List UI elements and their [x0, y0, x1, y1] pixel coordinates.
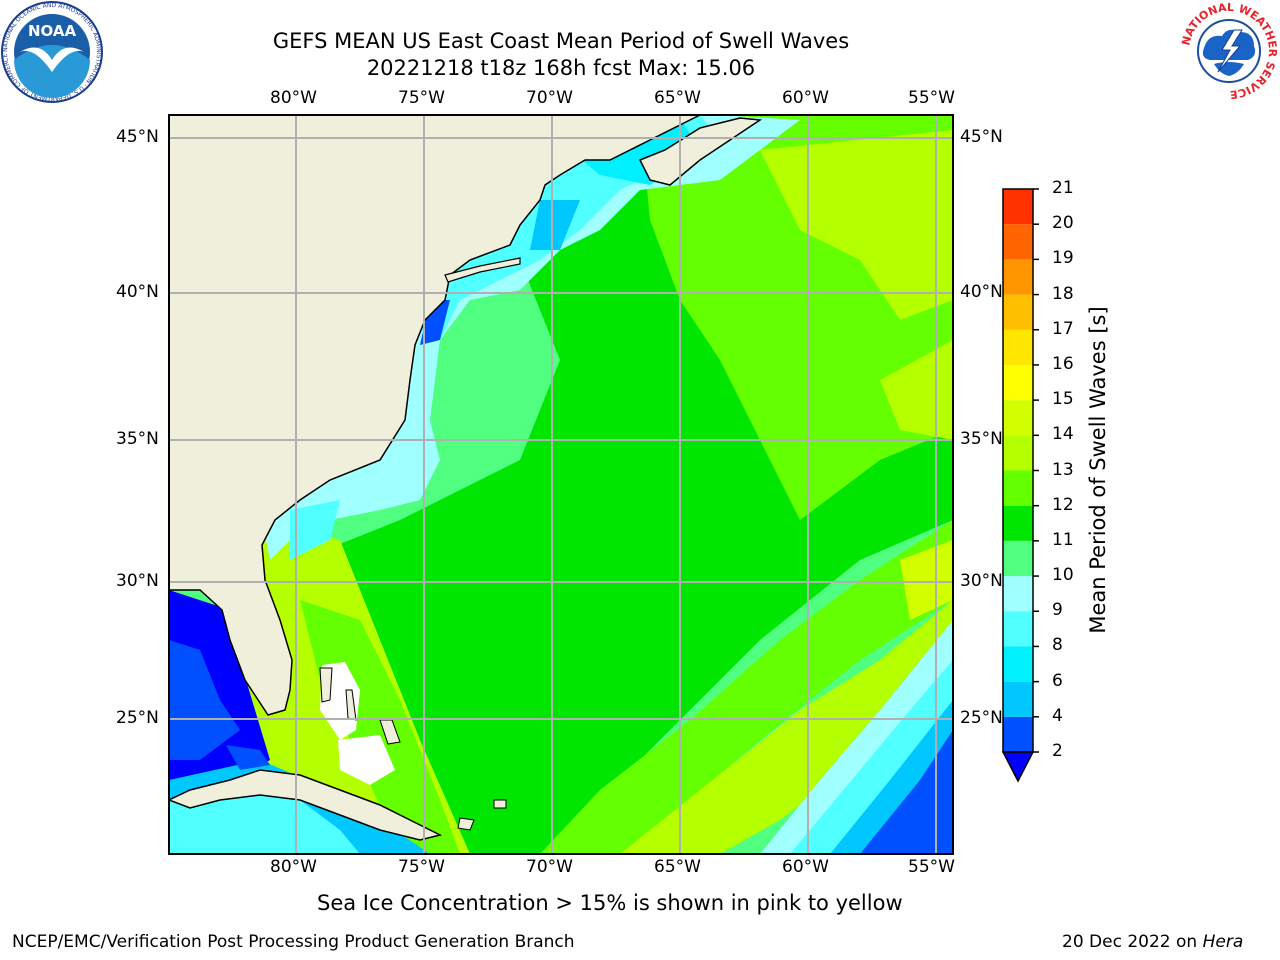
lat-label-left: 30°N	[116, 571, 159, 591]
lon-label-top: 75°W	[398, 88, 445, 108]
lon-label-top: 65°W	[654, 88, 701, 108]
lon-label-bottom: 55°W	[908, 857, 955, 877]
lat-label-right: 30°N	[960, 571, 1003, 591]
land-north-america	[169, 115, 701, 716]
lon-label-top: 80°W	[270, 88, 317, 108]
colorbar-segment	[1003, 646, 1033, 682]
colorbar-segment	[1003, 611, 1033, 647]
colorbar-tick-label: 15	[1052, 389, 1074, 410]
lat-label-right: 35°N	[960, 429, 1003, 449]
colorbar-segment	[1003, 364, 1033, 401]
colorbar-tick-label: 11	[1052, 529, 1074, 550]
colorbar-tick-label: 14	[1052, 424, 1074, 445]
colorbar-tick-label: 9	[1052, 600, 1063, 621]
colorbar-tick-label: 2	[1052, 741, 1063, 761]
lon-label-bottom: 65°W	[654, 857, 701, 877]
chart-subtitle: 20221218 t18z 168h fcst Max: 15.06	[366, 56, 756, 80]
colorbar-segment	[1003, 435, 1033, 471]
colorbar-tick-label: 19	[1052, 248, 1074, 269]
colorbar-tick-label: 21	[1052, 178, 1074, 198]
colorbar-segment	[1003, 400, 1033, 436]
colorbar-tick-label: 18	[1052, 283, 1074, 304]
colorbar-tick-label: 13	[1052, 459, 1074, 480]
lon-label-bottom: 75°W	[398, 857, 445, 877]
colorbar-tick-label: 12	[1052, 494, 1074, 515]
run-date-text: 20 Dec 2022 on	[1062, 932, 1203, 952]
lon-label-bottom: 60°W	[782, 857, 829, 877]
lat-label-right: 45°N	[960, 127, 1003, 147]
colorbar-tick-label: 10	[1052, 565, 1074, 586]
colorbar-segment	[1003, 681, 1033, 717]
lon-label-top: 70°W	[526, 88, 573, 108]
producer-credit: NCEP/EMC/Verification Post Processing Pr…	[12, 932, 575, 952]
graticule	[169, 115, 953, 854]
colorbar-segment	[1003, 470, 1033, 506]
lat-label-right: 25°N	[960, 708, 1003, 728]
machine-name: Hera	[1202, 932, 1244, 952]
colorbar-under-triangle	[1001, 751, 1035, 783]
run-date: 20 Dec 2022 on Hera	[1062, 932, 1243, 952]
lat-label-left: 25°N	[116, 708, 159, 728]
colorbar-segment	[1003, 716, 1033, 752]
colorbar-segment	[1003, 224, 1033, 260]
lat-label-right: 40°N	[960, 282, 1003, 302]
nws-logo: NATIONAL WEATHER SERVICE	[1179, 1, 1279, 101]
svg-text:NOAA: NOAA	[28, 22, 77, 40]
lat-label-left: 45°N	[116, 127, 159, 147]
colorbar-tick-label: 6	[1052, 670, 1063, 691]
colorbar-segment	[1003, 329, 1033, 365]
colorbar-segment	[1003, 505, 1033, 541]
colorbar-label: Mean Period of Swell Waves [s]	[1086, 306, 1110, 634]
colorbar-segment	[1003, 189, 1033, 225]
colorbar-tick-label: 16	[1052, 353, 1074, 374]
colorbar-segment	[1003, 540, 1033, 577]
lon-label-bottom: 80°W	[270, 857, 317, 877]
land-cuba	[169, 769, 443, 841]
colorbar-tick-label: 20	[1052, 213, 1074, 234]
sea-ice-note: Sea Ice Concentration > 15% is shown in …	[317, 891, 903, 915]
lat-label-left: 35°N	[116, 429, 159, 449]
lon-label-top: 60°W	[782, 88, 829, 108]
colorbar-tick-label: 4	[1052, 705, 1063, 726]
noaa-logo: NATIONAL OCEANIC AND ATMOSPHERIC ADMINIS…	[1, 1, 103, 103]
lon-label-bottom: 70°W	[526, 857, 573, 877]
map-frame	[168, 114, 954, 855]
colorbar-tick-label: 8	[1052, 635, 1063, 656]
chart-title: GEFS MEAN US East Coast Mean Period of S…	[272, 29, 850, 53]
colorbar	[1001, 188, 1039, 783]
colorbar-tick-label: 17	[1052, 318, 1074, 339]
lon-label-top: 55°W	[908, 88, 955, 108]
colorbar-segment	[1003, 294, 1033, 330]
colorbar-segment	[1003, 576, 1033, 612]
colorbar-segment	[1003, 259, 1033, 295]
lat-label-left: 40°N	[116, 282, 159, 302]
